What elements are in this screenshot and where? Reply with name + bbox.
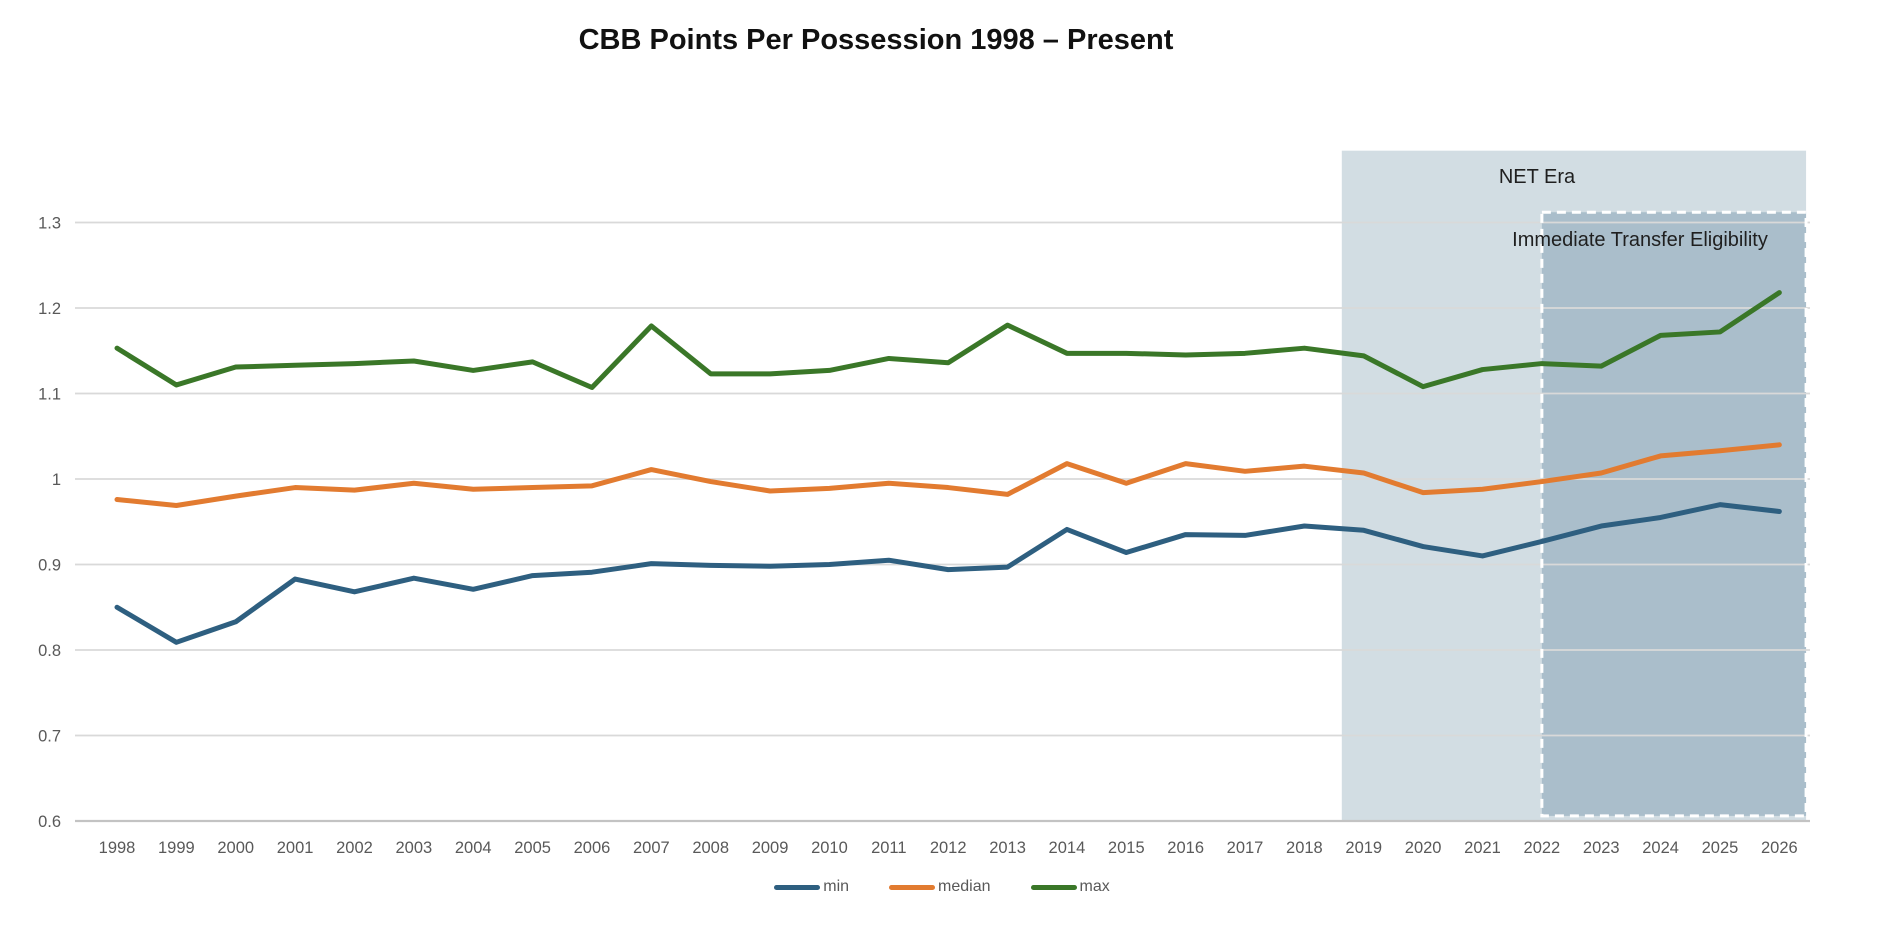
svg-text:1.1: 1.1 (38, 386, 61, 404)
svg-text:2007: 2007 (633, 839, 670, 857)
svg-text:2019: 2019 (1345, 839, 1382, 857)
legend-item-max: max (1030, 878, 1110, 896)
legend-median-label: median (938, 878, 991, 895)
svg-text:2000: 2000 (217, 839, 254, 857)
svg-text:1999: 1999 (158, 839, 195, 857)
svg-text:2003: 2003 (395, 839, 432, 857)
svg-text:2016: 2016 (1167, 839, 1204, 857)
svg-text:2014: 2014 (1049, 839, 1086, 857)
svg-text:1.3: 1.3 (38, 215, 61, 233)
svg-text:2021: 2021 (1464, 839, 1501, 857)
svg-text:2010: 2010 (811, 839, 848, 857)
legend-item-median: median (889, 878, 991, 896)
svg-text:2001: 2001 (277, 839, 314, 857)
svg-text:2017: 2017 (1227, 839, 1264, 857)
svg-text:2023: 2023 (1583, 839, 1620, 857)
svg-text:2002: 2002 (336, 839, 373, 857)
svg-text:0.8: 0.8 (38, 642, 61, 660)
svg-text:2009: 2009 (752, 839, 789, 857)
svg-text:1: 1 (52, 471, 61, 489)
svg-text:2020: 2020 (1405, 839, 1442, 857)
legend-min-line-swatch (774, 884, 821, 890)
svg-text:2006: 2006 (574, 839, 611, 857)
svg-text:0.6: 0.6 (38, 813, 61, 831)
svg-text:2005: 2005 (514, 839, 551, 857)
svg-text:2011: 2011 (871, 839, 906, 857)
svg-text:0.9: 0.9 (38, 557, 61, 575)
legend-item-min: min (774, 878, 849, 896)
svg-text:0.7: 0.7 (38, 728, 61, 746)
svg-text:2013: 2013 (989, 839, 1026, 857)
svg-text:2026: 2026 (1761, 839, 1798, 857)
svg-text:2012: 2012 (930, 839, 967, 857)
legend-max-line-swatch (1030, 884, 1077, 890)
chart-title: CBB Points Per Possession 1998 – Present (578, 24, 1174, 56)
svg-text:2022: 2022 (1524, 839, 1561, 857)
svg-text:2008: 2008 (692, 839, 729, 857)
legend-max-label: max (1079, 878, 1110, 895)
chart-legend: min median max (0, 878, 1884, 896)
svg-text:2015: 2015 (1108, 839, 1145, 857)
svg-text:1998: 1998 (99, 839, 136, 857)
annotation-immediate-transfer-eligibility-label: Immediate Transfer Eligibility (1512, 229, 1768, 251)
svg-text:1.2: 1.2 (38, 300, 61, 318)
annotation-net-era-label: NET Era (1498, 166, 1576, 188)
legend-median-line-swatch (889, 884, 936, 890)
legend-min-label: min (823, 878, 850, 895)
svg-text:2018: 2018 (1286, 839, 1323, 857)
svg-text:2004: 2004 (455, 839, 492, 857)
svg-text:2025: 2025 (1702, 839, 1739, 857)
svg-text:2024: 2024 (1642, 839, 1679, 857)
